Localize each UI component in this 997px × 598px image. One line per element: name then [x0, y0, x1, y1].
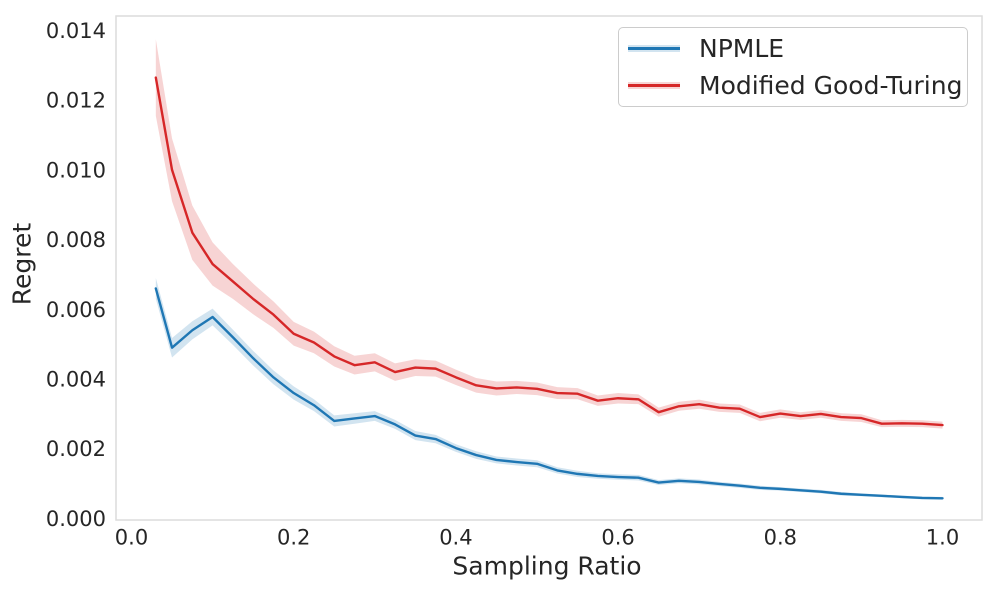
x-tick-label: 0.8 [764, 525, 797, 549]
x-tick-label: 0.6 [601, 525, 634, 549]
x-tick-label: 0.4 [439, 525, 472, 549]
y-tick-label: 0.012 [46, 89, 106, 113]
npmle-line [154, 287, 944, 500]
y-tick-label: 0.006 [46, 298, 106, 322]
plot-frame [115, 15, 983, 521]
y-tick-label: 0.008 [46, 228, 106, 252]
x-tick-label: 0.2 [277, 525, 310, 549]
legend-label-npmle: NPMLE [699, 34, 785, 63]
x-tick-label: 1.0 [926, 525, 959, 549]
y-tick-label: 0.000 [46, 507, 106, 531]
legend-item-npmle: NPMLE [628, 30, 967, 67]
y-tick-label: 0.010 [46, 158, 106, 182]
y-tick-label: 0.002 [46, 437, 106, 461]
x-tick-label: 0.0 [115, 525, 148, 549]
modified-good-turing-line [154, 76, 944, 427]
y-tick-label: 0.014 [46, 19, 106, 43]
modified-good-turing-legend-line [628, 84, 680, 87]
y-tick-label: 0.004 [46, 367, 106, 391]
legend: NPMLE Modified Good-Turing [618, 27, 968, 107]
y-axis-label: Regret [7, 222, 37, 306]
legend-label-modified-good-turing: Modified Good-Turing [699, 71, 963, 100]
x-axis-label: Sampling Ratio [452, 551, 642, 581]
npmle-legend-line-icon [628, 43, 680, 55]
npmle-legend-line [628, 47, 680, 50]
legend-item-modified-good-turing: Modified Good-Turing [628, 67, 967, 104]
modified-good-turing-legend-line-icon [628, 80, 680, 92]
